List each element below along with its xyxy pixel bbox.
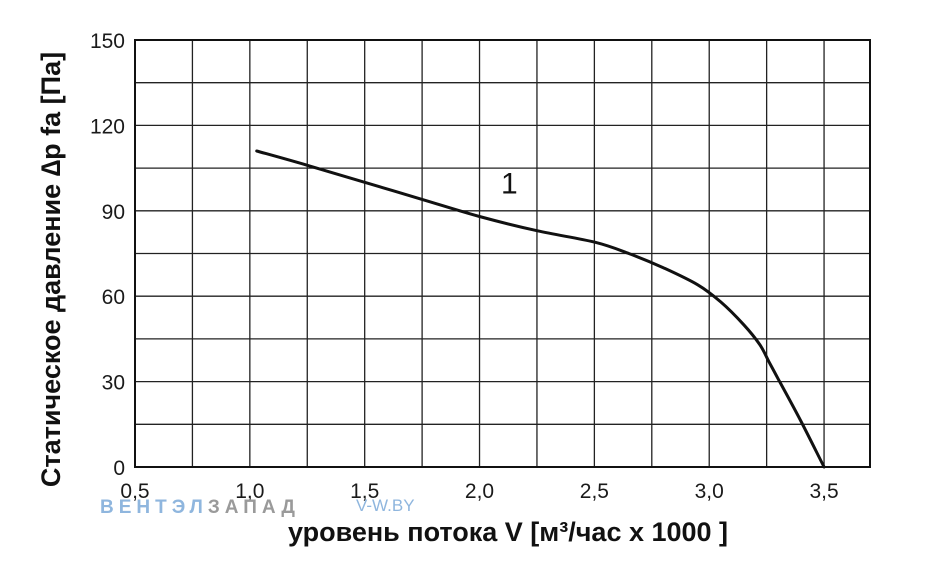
- y-tick-label: 60: [102, 286, 125, 309]
- watermark-site: V-W.BY: [356, 496, 415, 515]
- x-tick-label: 3,5: [809, 480, 838, 503]
- x-axis-title: уровень потока V [м³/час x 1000 ]: [288, 517, 728, 547]
- x-tick-label: 3,0: [695, 480, 724, 503]
- y-tick-label: 120: [90, 115, 125, 138]
- svg-text:ВЕНТЭЛЗАПАД: ВЕНТЭЛЗАПАД: [100, 497, 300, 518]
- watermark: ВЕНТЭЛЗАПАД V-W.BY: [100, 496, 415, 518]
- x-tick-label: 1,5: [350, 480, 379, 503]
- y-tick-label: 30: [102, 372, 125, 395]
- grid: [135, 40, 870, 467]
- y-tick-label: 0: [113, 457, 125, 480]
- y-tick-label: 150: [90, 30, 125, 53]
- tick-labels: 0,5 1,0 1,5 2,0 2,5 3,0 3,5 0 30 60 90 120 150: [90, 30, 839, 503]
- x-tick-label: 2,0: [465, 480, 494, 503]
- watermark-brand-part2: ЗАПАД: [208, 497, 300, 518]
- x-tick-label: 0,5: [120, 480, 149, 503]
- series-line: [255, 149, 826, 469]
- watermark-brand-part1: ВЕНТЭЛ: [100, 497, 208, 518]
- plot-frame: [134, 39, 871, 468]
- x-tick-label: 1,0: [235, 480, 264, 503]
- series-layer: 1: [255, 149, 826, 469]
- series-label: 1: [501, 167, 518, 200]
- y-tick-label: 90: [102, 201, 125, 224]
- x-tick-label: 2,5: [580, 480, 609, 503]
- y-axis-title: Статическое давление ∆p fa [Па]: [36, 52, 66, 487]
